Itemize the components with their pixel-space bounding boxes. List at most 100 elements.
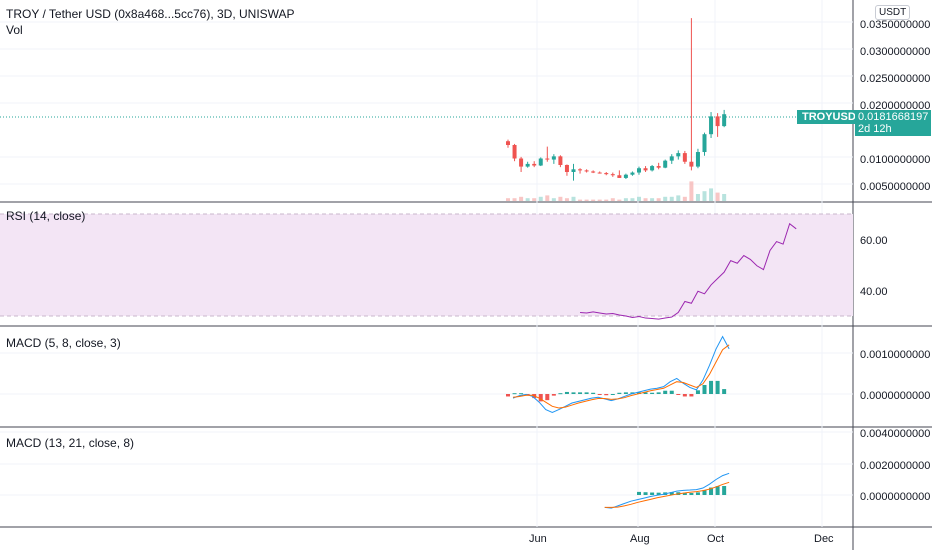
rsi-tick[interactable]: 60.00: [860, 235, 888, 247]
candle-body: [604, 173, 609, 175]
macd1-histogram-bar: [715, 380, 720, 394]
volume-bar: [656, 198, 661, 201]
rsi-series: [580, 222, 797, 320]
macd2-histogram-bar: [709, 487, 714, 495]
symbol-title[interactable]: TROY / Tether USD (0x8a468...5cc76), 3D,…: [6, 7, 295, 21]
candle-body: [558, 156, 563, 165]
candle-body: [637, 168, 641, 173]
candle-body: [715, 116, 720, 127]
macd1-histogram-bar: [695, 390, 700, 394]
macd2-histogram-bar: [715, 486, 720, 495]
candle-body: [617, 175, 622, 178]
macd1-histogram-bar: [709, 380, 714, 394]
volume-bar: [558, 196, 563, 201]
price-tick[interactable]: 0.0250000000: [860, 73, 930, 85]
volume-bar: [591, 199, 596, 201]
macd1-histogram-bar: [689, 394, 694, 397]
macd1-line: [512, 335, 730, 413]
macd2-histogram-bar: [669, 492, 674, 495]
volume-bar: [643, 198, 648, 201]
rsi-tick[interactable]: 40.00: [860, 286, 888, 298]
volume-bar: [722, 194, 727, 201]
candle-body: [584, 170, 589, 172]
candle-body: [551, 156, 556, 160]
candle-body: [702, 134, 707, 153]
rsi-line: [580, 222, 797, 320]
candle-body: [656, 166, 661, 168]
bar-countdown: 2d 12h: [858, 123, 892, 135]
volume-bars: [506, 181, 727, 201]
macd1-histogram-bar: [591, 392, 596, 394]
macd1-tick[interactable]: 0.0000000000: [860, 390, 930, 402]
candle-body: [676, 153, 681, 157]
candle-body: [597, 172, 602, 174]
volume-bar: [637, 196, 641, 201]
macd1-histogram-bar: [643, 392, 648, 394]
volume-bar: [702, 191, 707, 201]
volume-bar: [532, 198, 537, 201]
volume-bar: [512, 198, 517, 201]
volume-bar: [650, 198, 655, 201]
candle-body: [682, 153, 687, 162]
candle-body: [643, 168, 648, 171]
volume-legend[interactable]: Vol: [6, 23, 23, 37]
candle-body: [669, 156, 674, 161]
time-tick[interactable]: Dec: [814, 533, 834, 545]
candle-body: [545, 158, 550, 160]
macd1-histogram-bar: [676, 394, 681, 395]
macd1-histogram-bar: [558, 393, 563, 395]
price-tick[interactable]: 0.0350000000: [860, 19, 930, 31]
volume-bar: [519, 196, 524, 201]
macd1-histogram-bar: [519, 393, 524, 395]
volume-bar: [604, 199, 609, 201]
volume-bar: [623, 198, 628, 201]
macd2-histogram-bar: [682, 492, 687, 495]
macd1-histogram-bar: [722, 389, 727, 394]
candle-body: [512, 145, 517, 159]
volume-bar: [525, 198, 530, 201]
macd1-histogram-bar: [571, 392, 576, 394]
macd2-legend[interactable]: MACD (13, 21, close, 8): [6, 436, 135, 450]
macd2-histogram-bar: [643, 492, 648, 495]
volume-bar: [506, 198, 510, 201]
rsi-legend[interactable]: RSI (14, close): [6, 209, 86, 223]
rsi-band-background: [0, 214, 853, 316]
currency-badge[interactable]: USDT: [875, 5, 911, 20]
candle-body: [532, 163, 537, 166]
candle-body: [709, 116, 714, 135]
macd2-histogram-bar: [722, 486, 727, 495]
price-tick[interactable]: 0.0050000000: [860, 181, 930, 193]
macd2-histogram-bar: [637, 491, 641, 495]
macd2-tick[interactable]: 0.0020000000: [860, 460, 930, 472]
macd1-legend[interactable]: MACD (5, 8, close, 3): [6, 336, 121, 350]
macd1-histogram-bar: [538, 394, 543, 402]
macd1-histogram-bar: [650, 392, 655, 394]
macd2-series: [604, 472, 730, 509]
volume-bar: [676, 195, 681, 201]
price-tick[interactable]: 0.0300000000: [860, 46, 930, 58]
volume-bar: [709, 188, 714, 201]
time-tick[interactable]: Jun: [529, 533, 547, 545]
macd1-tick[interactable]: 0.0010000000: [860, 349, 930, 361]
candle-body: [650, 166, 655, 171]
time-tick[interactable]: Aug: [630, 533, 650, 545]
candle-body: [610, 174, 615, 176]
macd1-histogram-bar: [656, 392, 661, 394]
candle-body: [506, 141, 510, 145]
price-tick[interactable]: 0.0200000000: [860, 100, 930, 112]
macd1-histogram-bar: [610, 394, 615, 395]
macd1-histogram-bar: [604, 394, 609, 396]
macd2-tick[interactable]: 0.0040000000: [860, 428, 930, 440]
time-tick[interactable]: Oct: [707, 533, 724, 545]
volume-bar: [682, 196, 687, 201]
volume-bar: [610, 198, 615, 201]
macd2-histogram-bar: [689, 492, 694, 495]
macd2-tick[interactable]: 0.0000000000: [860, 491, 930, 503]
macd2-histogram-bar: [656, 492, 661, 495]
macd1-histogram-bar: [564, 391, 569, 394]
candle-body: [722, 114, 727, 127]
price-tick[interactable]: 0.0100000000: [860, 154, 930, 166]
symbol-tag: TROYUSDT: [797, 110, 868, 124]
macd2-histogram-bar: [702, 490, 707, 495]
